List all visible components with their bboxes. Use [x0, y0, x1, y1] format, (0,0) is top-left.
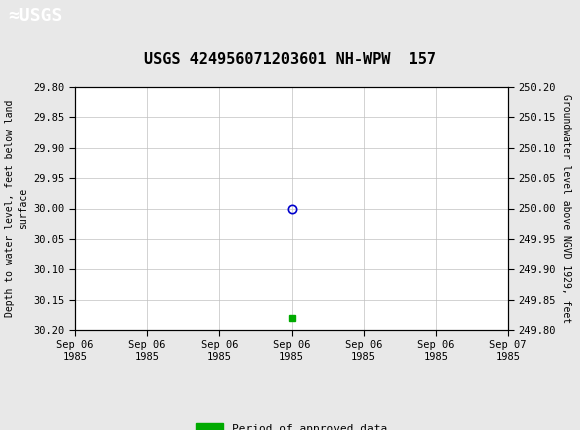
Text: ≈USGS: ≈USGS — [9, 7, 63, 25]
Text: USGS 424956071203601 NH-WPW  157: USGS 424956071203601 NH-WPW 157 — [144, 52, 436, 67]
Legend: Period of approved data: Period of approved data — [191, 419, 392, 430]
Y-axis label: Groundwater level above NGVD 1929, feet: Groundwater level above NGVD 1929, feet — [561, 94, 571, 323]
Y-axis label: Depth to water level, feet below land
surface: Depth to water level, feet below land su… — [5, 100, 28, 317]
